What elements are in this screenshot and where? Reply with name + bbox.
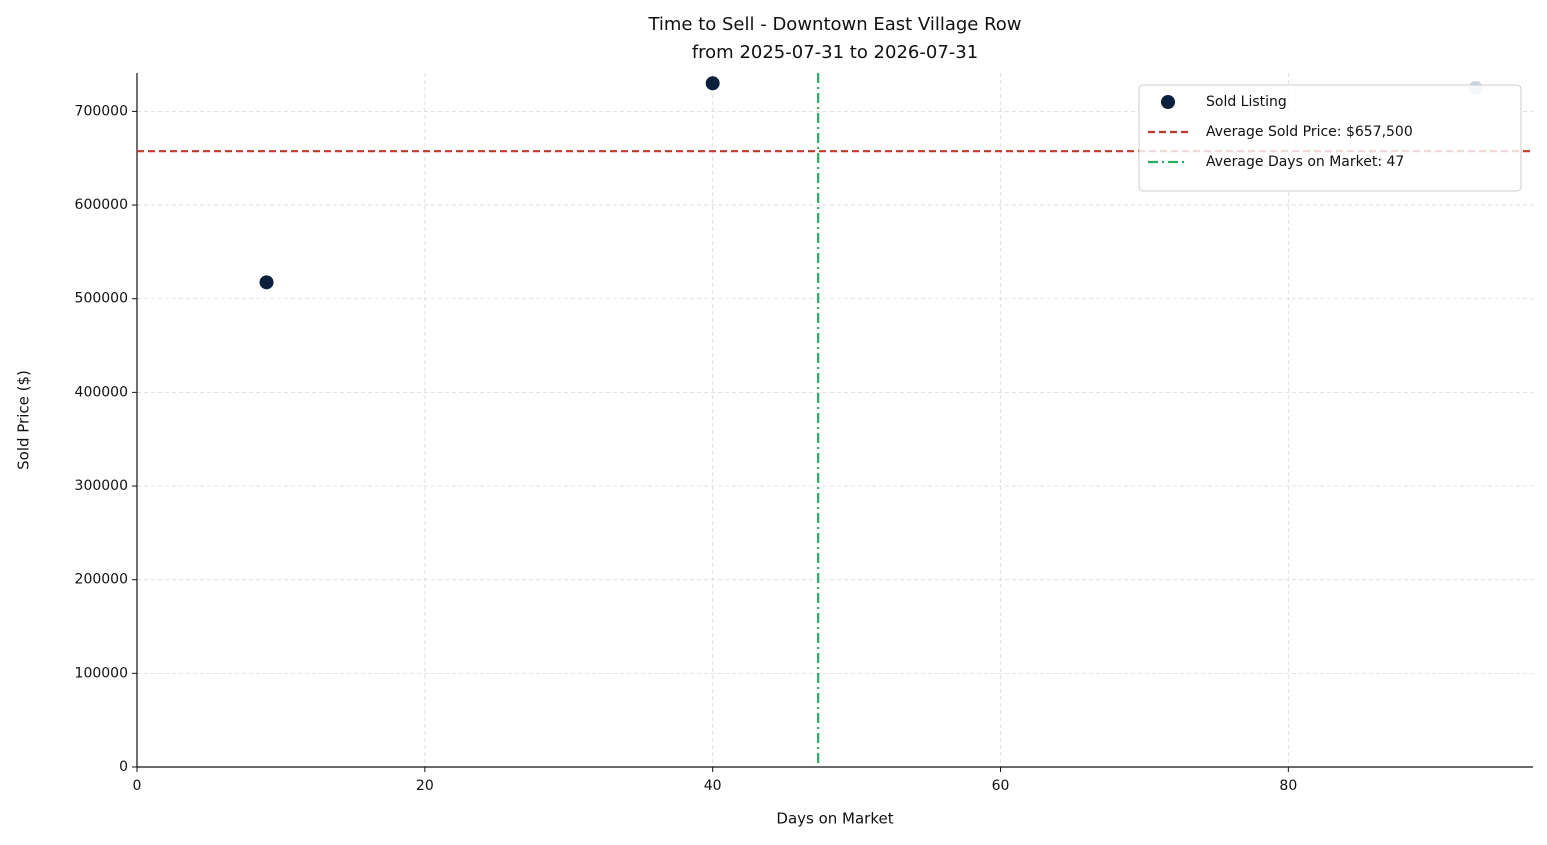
legend-marker: [1161, 95, 1175, 109]
point: [705, 76, 720, 91]
legend-label: Average Days on Market: 47: [1206, 154, 1404, 170]
y-axis-label: Sold Price ($): [15, 370, 33, 470]
y-tick-label: 500000: [75, 291, 128, 307]
y-tick-label: 200000: [75, 572, 128, 588]
y-tick-label: 600000: [75, 197, 128, 213]
y-tick-label: 300000: [75, 478, 128, 494]
legend-label: Average Sold Price: $657,500: [1206, 124, 1413, 140]
legend-label: Sold Listing: [1206, 94, 1287, 110]
y-tick-label: 100000: [75, 665, 128, 681]
point: [259, 275, 274, 290]
y-tick-label: 700000: [75, 103, 128, 119]
chart-title: Time to Sell - Downtown East Village Row: [647, 14, 1021, 35]
chart-subtitle: from 2025-07-31 to 2026-07-31: [692, 42, 978, 63]
y-tick-label: 0: [119, 759, 128, 775]
legend-box: [1138, 84, 1522, 192]
x-tick-label: 20: [416, 778, 434, 794]
y-tick-label: 400000: [75, 384, 128, 400]
x-tick-label: 60: [992, 778, 1010, 794]
x-tick-label: 0: [133, 778, 142, 794]
x-tick-label: 40: [704, 778, 722, 794]
x-tick-label: 80: [1279, 778, 1297, 794]
x-axis-label: Days on Market: [776, 810, 893, 828]
